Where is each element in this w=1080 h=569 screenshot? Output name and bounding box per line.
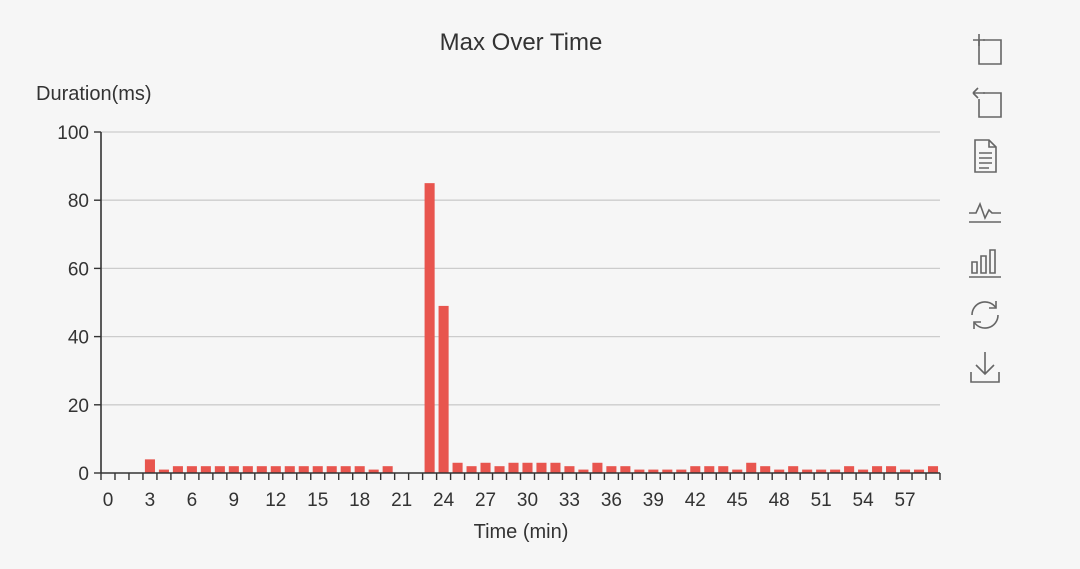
bar[interactable]: [913, 469, 925, 473]
bar[interactable]: [368, 469, 379, 473]
x-tick-label: 54: [853, 490, 875, 511]
bar[interactable]: [522, 462, 533, 473]
bar[interactable]: [606, 466, 617, 473]
bar[interactable]: [536, 462, 547, 473]
bar[interactable]: [550, 462, 561, 473]
y-tick-label: 80: [68, 191, 89, 212]
bar[interactable]: [200, 466, 211, 473]
x-tick-label: 51: [811, 490, 832, 511]
toolbox: [965, 30, 1009, 401]
bar[interactable]: [256, 466, 267, 473]
bar[interactable]: [886, 466, 897, 473]
bar[interactable]: [844, 466, 855, 473]
bar[interactable]: [298, 466, 309, 473]
x-tick-label: 42: [685, 490, 706, 511]
bar[interactable]: [872, 466, 883, 473]
bars: [144, 183, 939, 473]
bar[interactable]: [466, 466, 477, 473]
bar[interactable]: [340, 466, 351, 473]
x-axis-label: Time (min): [474, 521, 569, 543]
x-tick-label: 33: [559, 490, 580, 511]
x-tick-label: 12: [265, 490, 286, 511]
bar[interactable]: [788, 466, 799, 473]
bar[interactable]: [858, 469, 869, 473]
bar-chart-icon[interactable]: [965, 242, 1005, 282]
bar[interactable]: [648, 469, 659, 473]
zoom-reset-icon[interactable]: [965, 83, 1005, 123]
save-image-icon[interactable]: [965, 348, 1005, 388]
bar[interactable]: [270, 466, 281, 473]
bar[interactable]: [424, 183, 435, 473]
bar[interactable]: [452, 462, 463, 473]
bar[interactable]: [438, 305, 449, 473]
bar[interactable]: [564, 466, 575, 473]
y-tick-label: 0: [78, 464, 89, 485]
chart-title: Max Over Time: [440, 29, 603, 56]
bar[interactable]: [927, 466, 939, 473]
bar[interactable]: [676, 469, 687, 473]
bar[interactable]: [480, 462, 491, 473]
bar[interactable]: [592, 462, 603, 473]
bar[interactable]: [578, 469, 589, 473]
y-tick-label: 20: [68, 396, 89, 417]
x-tick-label: 36: [601, 490, 622, 511]
bar[interactable]: [284, 466, 295, 473]
bar[interactable]: [704, 466, 715, 473]
zoom-icon[interactable]: [965, 30, 1005, 70]
x-tick-label: 21: [391, 490, 412, 511]
bar[interactable]: [214, 466, 225, 473]
bar[interactable]: [634, 469, 645, 473]
bar[interactable]: [620, 466, 631, 473]
bar[interactable]: [382, 466, 393, 473]
x-tick-label: 15: [307, 490, 328, 511]
bar[interactable]: [158, 469, 169, 473]
x-tick-label: 9: [229, 490, 240, 511]
bar[interactable]: [830, 469, 841, 473]
bar[interactable]: [732, 469, 743, 473]
bar[interactable]: [746, 462, 757, 473]
bar-chart: Max Over Time Duration(ms) Time (min) 0 2…: [36, 29, 941, 543]
bar[interactable]: [186, 466, 197, 473]
bar[interactable]: [494, 466, 505, 473]
x-tick-label: 6: [187, 490, 198, 511]
bar[interactable]: [354, 466, 365, 473]
bar[interactable]: [802, 469, 813, 473]
gridlines: [101, 131, 940, 406]
x-tick-label: 27: [475, 490, 496, 511]
y-axis-label: Duration(ms): [36, 83, 152, 105]
x-tick-label: 45: [727, 490, 748, 511]
x-tick-label: 24: [433, 490, 455, 511]
bar[interactable]: [816, 469, 827, 473]
bar[interactable]: [774, 469, 785, 473]
bar[interactable]: [144, 459, 155, 473]
x-tick-label: 18: [349, 490, 370, 511]
x-tick-label: 39: [643, 490, 664, 511]
bar[interactable]: [242, 466, 253, 473]
line-chart-icon[interactable]: [965, 189, 1005, 229]
restore-icon[interactable]: [965, 295, 1005, 335]
y-tick-label: 100: [57, 123, 89, 144]
y-tick-label: 40: [68, 328, 89, 349]
bar[interactable]: [760, 466, 771, 473]
x-tick-label: 3: [145, 490, 156, 511]
bar[interactable]: [662, 469, 673, 473]
bar[interactable]: [900, 469, 911, 473]
bar[interactable]: [228, 466, 239, 473]
data-view-icon[interactable]: [965, 136, 1005, 176]
y-tick-label: 60: [68, 259, 89, 280]
bar[interactable]: [172, 466, 183, 473]
bar[interactable]: [312, 466, 323, 473]
bar[interactable]: [326, 466, 337, 473]
bar[interactable]: [718, 466, 729, 473]
x-tick-label: 30: [517, 490, 538, 511]
bar[interactable]: [690, 466, 701, 473]
x-tick-label: 48: [769, 490, 790, 511]
x-tick-label: 57: [894, 490, 915, 511]
bar[interactable]: [508, 462, 519, 473]
x-tick-label: 0: [103, 490, 114, 511]
